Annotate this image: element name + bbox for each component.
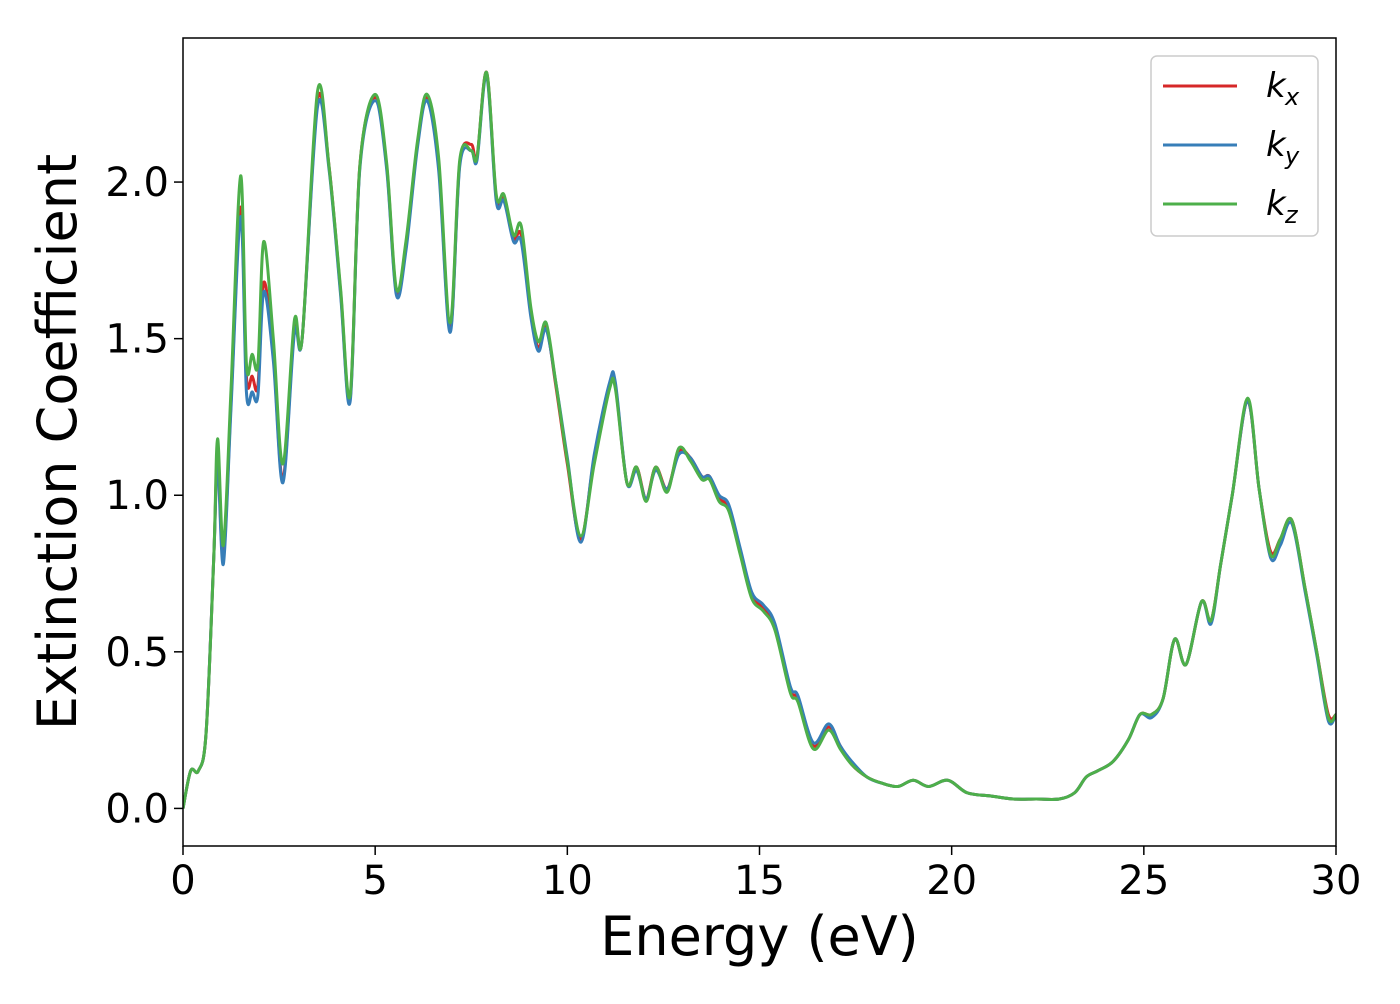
legend-label-subscript: y xyxy=(1284,142,1300,170)
y-axis-title: Extinction Coefficient xyxy=(26,154,89,730)
x-tick-label: 0 xyxy=(170,858,195,904)
x-tick-label: 20 xyxy=(926,858,977,904)
legend-label-subscript: z xyxy=(1284,201,1299,229)
y-tick-label: 2.0 xyxy=(105,160,169,206)
x-tick-label: 5 xyxy=(362,858,387,904)
x-axis-ticks: 0 5 10 15 20 25 30 xyxy=(170,846,1361,904)
x-axis-title: Energy (eV) xyxy=(600,905,919,968)
legend-label-ky: k xyxy=(1266,125,1287,165)
y-tick-label: 1.0 xyxy=(105,473,169,519)
x-tick-label: 25 xyxy=(1118,858,1169,904)
y-tick-label: 0.5 xyxy=(105,630,169,676)
legend-label-kz: k xyxy=(1266,184,1287,224)
series-line-kz xyxy=(183,70,1336,809)
y-axis-ticks: 0.0 0.5 1.0 1.5 2.0 xyxy=(105,160,183,832)
x-tick-label: 15 xyxy=(734,858,785,904)
x-tick-label: 10 xyxy=(542,858,593,904)
x-tick-label: 30 xyxy=(1311,858,1362,904)
legend: k xk yk z xyxy=(1150,55,1319,237)
legend-items: k xk yk z xyxy=(1163,66,1300,229)
legend-label-subscript: x xyxy=(1284,83,1300,111)
y-tick-label: 1.5 xyxy=(105,317,169,363)
y-tick-label: 0.0 xyxy=(105,786,169,832)
legend-label-kx: k xyxy=(1266,66,1287,106)
series-layer xyxy=(183,70,1336,809)
